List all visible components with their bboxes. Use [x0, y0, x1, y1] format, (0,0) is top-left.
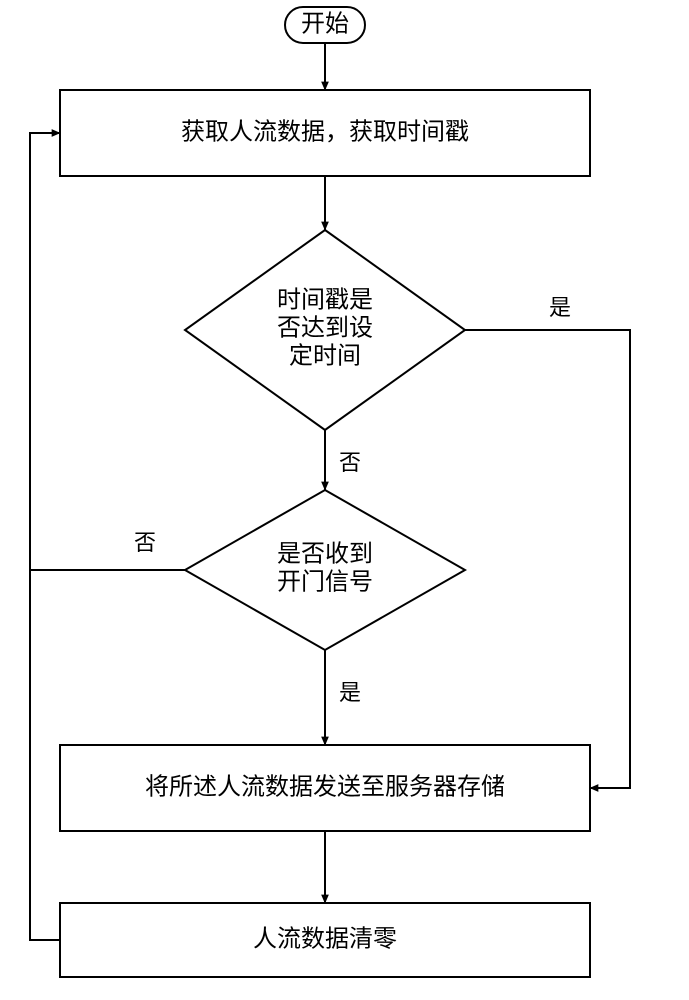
node-label: 将所述人流数据发送至服务器存储	[145, 774, 505, 801]
node-reset: 人流数据清零	[60, 903, 590, 977]
node-label: 开门信号	[277, 569, 373, 596]
node-dec2: 是否收到开门信号	[185, 490, 465, 650]
edge-7	[30, 133, 60, 940]
edge-3	[465, 330, 630, 788]
edge-label: 否	[134, 530, 156, 555]
edge-label: 否	[339, 450, 361, 475]
node-label: 否达到设	[277, 315, 373, 342]
node-label: 定时间	[289, 343, 361, 370]
nodes: 开始获取人流数据，获取时间戳时间戳是否达到设定时间是否收到开门信号将所述人流数据…	[60, 7, 590, 977]
node-start: 开始	[285, 7, 365, 43]
node-acquire: 获取人流数据，获取时间戳	[60, 90, 590, 176]
node-label: 时间戳是	[277, 287, 373, 314]
flowchart-canvas: 开始获取人流数据，获取时间戳时间戳是否达到设定时间是否收到开门信号将所述人流数据…	[0, 0, 689, 1000]
node-label: 人流数据清零	[253, 926, 397, 953]
node-label: 获取人流数据，获取时间戳	[181, 119, 469, 146]
node-dec1: 时间戳是否达到设定时间	[185, 230, 465, 430]
edge-label: 是	[339, 680, 361, 705]
node-label: 开始	[301, 11, 349, 38]
edge-label: 是	[549, 295, 571, 320]
node-send: 将所述人流数据发送至服务器存储	[60, 745, 590, 831]
edge-5	[30, 133, 185, 570]
node-label: 是否收到	[277, 541, 373, 568]
